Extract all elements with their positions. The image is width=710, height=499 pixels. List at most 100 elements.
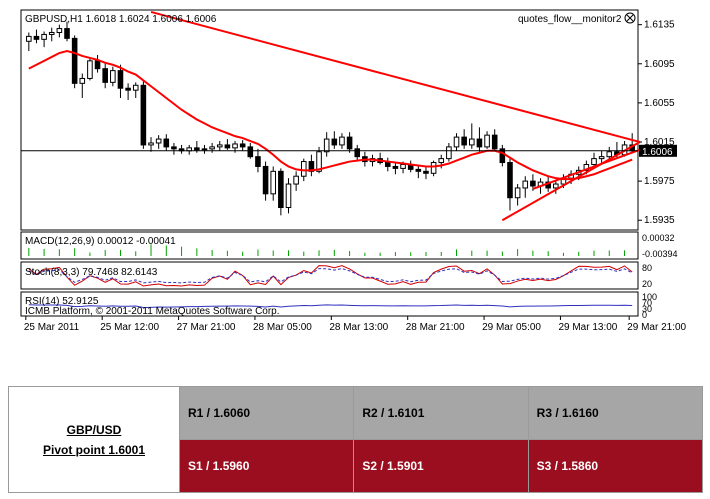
moving-average-line — [28, 50, 633, 181]
y-tick-label: 1.6095 — [644, 59, 675, 70]
stochastic-signal-line — [28, 268, 633, 284]
candle-body — [239, 143, 246, 148]
candle-body — [232, 143, 238, 149]
candle-body — [79, 77, 86, 84]
x-axis: 25 Mar 2011 25 Mar 12:00 27 Mar 21:00 28 Ma… — [24, 316, 687, 333]
x-tick-label: 29 Mar 21:00 — [627, 322, 686, 333]
x-tick-label: 27 Mar 21:00 — [177, 322, 236, 333]
candle-body — [346, 136, 353, 150]
support-s3: S3 / 1.5860 — [527, 439, 704, 493]
candle-body — [216, 144, 223, 148]
x-tick-label: 25 Mar 2011 — [24, 322, 80, 333]
candle-body — [201, 148, 208, 151]
candle-body — [94, 60, 101, 70]
close-icon-cross — [626, 14, 634, 22]
macd-tick-upper: 0.00032 — [642, 233, 675, 243]
rsi-label: RSI(14) 52.9125 — [25, 296, 99, 307]
candle-body — [87, 60, 93, 79]
candle-body — [194, 147, 200, 151]
trendline — [150, 10, 641, 143]
candle-body — [484, 134, 490, 148]
candle-body — [41, 33, 47, 40]
candle-body — [461, 136, 467, 146]
candle-body — [491, 134, 498, 150]
candle-body — [33, 35, 40, 40]
price-pane[interactable] — [20, 9, 639, 231]
candle-body — [430, 162, 437, 174]
y-tick-label: 1.5975 — [644, 176, 675, 187]
chart-panel[interactable]: 1.6135 1.6095 1.6055 1.6015 1.5975 1.5935 1.6… — [0, 0, 710, 345]
candle-body — [48, 31, 55, 35]
candle-body — [339, 136, 345, 146]
candle-body — [171, 146, 177, 150]
current-price-label: 1.6006 — [642, 147, 673, 158]
candle-body — [423, 170, 429, 174]
candle-body — [400, 163, 406, 169]
macd-pane[interactable] — [20, 231, 639, 260]
candle-body — [56, 28, 63, 33]
x-tick-label: 28 Mar 21:00 — [406, 322, 465, 333]
window-label: quotes_flow__monitor2 — [518, 14, 622, 25]
candle-body — [148, 142, 154, 146]
candle-body — [64, 28, 70, 39]
candle-body — [331, 138, 338, 146]
x-tick-label: 25 Mar 12:00 — [100, 322, 159, 333]
trendline — [532, 148, 641, 190]
candle-body — [453, 136, 460, 148]
candle-body — [270, 170, 277, 195]
trendlines — [150, 10, 641, 222]
candle-body — [278, 170, 284, 209]
y-tick-label: 1.6015 — [644, 137, 675, 148]
trendline — [501, 141, 641, 222]
pivot-table: GBP/USD Pivot point 1.6001 R1 / 1.6060 R… — [8, 386, 704, 493]
macd-tick-lower: -0.00394 — [642, 249, 678, 259]
y-tick-label: 1.5935 — [644, 215, 675, 226]
x-tick-label: 29 Mar 05:00 — [482, 322, 541, 333]
candle-body — [155, 138, 162, 144]
candle-body — [140, 84, 147, 146]
candle-body — [553, 183, 559, 189]
y-tick-label: 1.6055 — [644, 98, 675, 109]
rsi-tick-70: 70 — [642, 298, 652, 308]
candle-body — [499, 148, 506, 164]
candle-body — [132, 84, 139, 91]
candle-body — [415, 168, 422, 172]
candle-body — [262, 165, 269, 195]
resistance-r2: R2 / 1.6101 — [353, 386, 529, 440]
candle-body — [507, 162, 513, 199]
candle-body — [354, 148, 361, 158]
candle-body — [606, 151, 613, 158]
stochastic-tick-80: 80 — [642, 263, 652, 273]
candle-body — [247, 146, 254, 158]
x-tick-label: 28 Mar 05:00 — [253, 322, 312, 333]
candle-body — [285, 183, 292, 209]
candle-body — [384, 162, 391, 167]
rsi-pane[interactable] — [20, 291, 639, 317]
candle-body — [446, 146, 452, 160]
macd-histogram — [28, 244, 626, 256]
support-s1: S1 / 1.5960 — [178, 439, 355, 493]
pivot-point: Pivot point 1.6001 — [42, 442, 146, 457]
pair-cell: GBP/USD Pivot point 1.6001 — [8, 386, 180, 493]
candle-body — [438, 158, 445, 164]
resistance-r1: R1 / 1.6060 — [178, 386, 355, 440]
resistance-row: GBP/USD Pivot point 1.6001 R1 / 1.6060 R… — [8, 386, 704, 493]
rsi-line — [28, 304, 633, 309]
candle-body — [209, 146, 215, 150]
y-tick-label: 1.6135 — [644, 20, 675, 31]
pair-name: GBP/USD — [66, 422, 122, 437]
candle-body — [117, 70, 124, 89]
rsi-tick-30: 30 — [642, 304, 652, 314]
candle-body — [476, 138, 483, 148]
stochastic-label: Stoch(8,3,3) 79.7468 82.6143 — [25, 267, 158, 278]
candle-body — [469, 138, 475, 146]
rsi-tick-0: 0 — [642, 310, 647, 320]
candle-body — [26, 35, 32, 42]
price-chart[interactable]: 1.6135 1.6095 1.6055 1.6015 1.5975 1.5935 1.6… — [0, 0, 710, 345]
candle-body — [316, 151, 322, 172]
x-tick-label: 28 Mar 13:00 — [329, 322, 388, 333]
candle-body — [125, 87, 131, 91]
stochastic-tick-20: 20 — [642, 279, 652, 289]
rsi-watermark: ICMB Platform, © 2001-2011 MetaQuotes So… — [25, 306, 280, 317]
candle-body — [255, 156, 261, 167]
